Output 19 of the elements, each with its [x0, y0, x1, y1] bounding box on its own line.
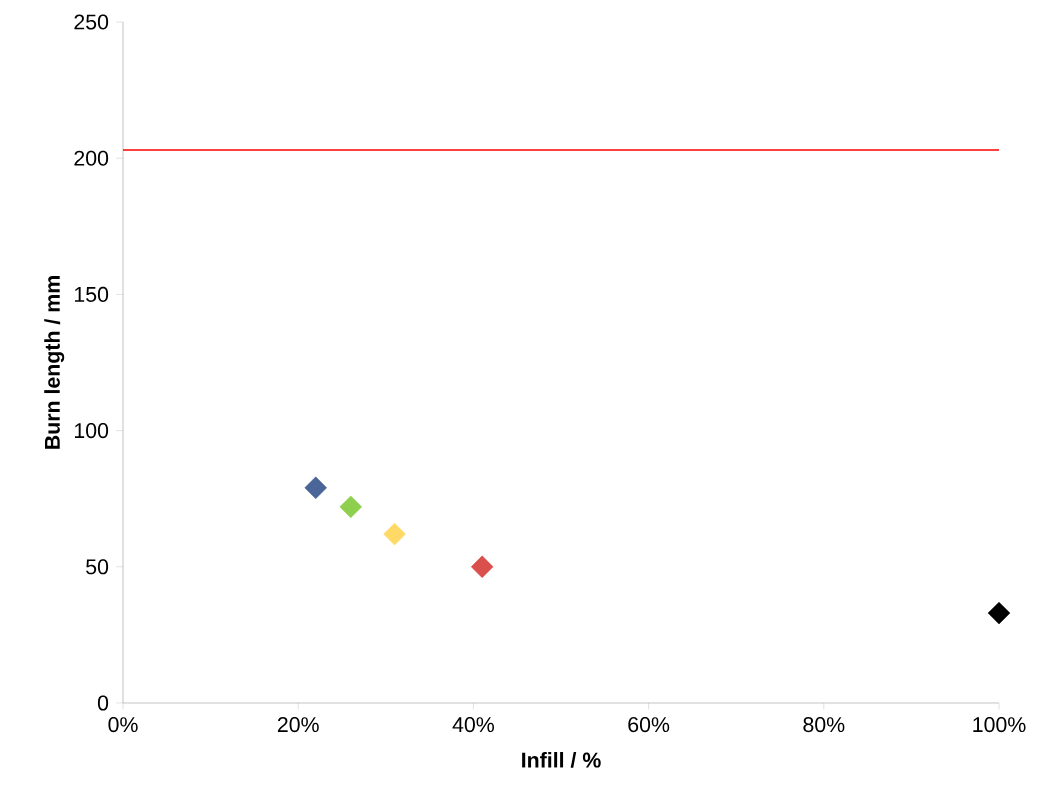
x-tick-label: 100% [973, 717, 1026, 733]
x-axis-title: Infill / % [522, 751, 601, 768]
y-tick-label: 100 [75, 423, 109, 439]
point [987, 601, 1011, 625]
y-tick-label: 50 [86, 559, 109, 575]
x-tick-label: 60% [628, 717, 670, 733]
y-tick-label: 200 [74, 150, 109, 166]
point [383, 522, 406, 546]
y-tick-label: 250 [74, 14, 109, 30]
point [470, 555, 494, 578]
y-tick-label: 150 [75, 286, 109, 302]
point [339, 495, 362, 519]
y-tick-label: 0 [97, 695, 109, 711]
x-tick-label: 0% [108, 717, 138, 733]
x-tick-label: 20% [277, 717, 319, 733]
point [304, 476, 327, 500]
y-axis-title: Burn length / mm [44, 276, 65, 449]
x-tick-label: 40% [452, 717, 494, 733]
x-tick-label: 80% [803, 717, 845, 733]
